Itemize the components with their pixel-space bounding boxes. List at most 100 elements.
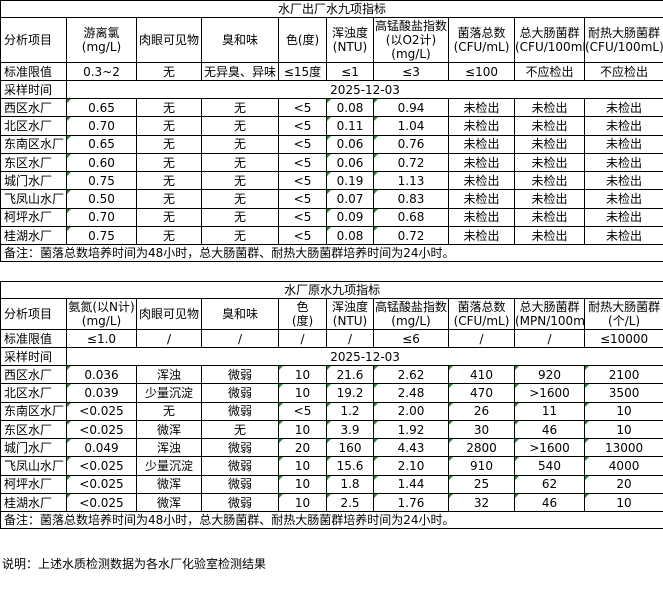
value-cell: 0.09 <box>326 207 374 228</box>
value-cell: 470 <box>448 383 515 403</box>
value-cell: 540 <box>514 456 585 476</box>
standard-cell: 无 <box>136 62 202 81</box>
sample-time-label: 采样时间 <box>0 347 67 366</box>
value-cell: 无 <box>136 116 202 136</box>
standard-cell: 0.3~2 <box>66 62 137 81</box>
value-cell: 20 <box>583 474 663 495</box>
finished-water-table: 水厂出厂水九项指标 分析项目 游离氯 (mg/L) 肉眼可见物 臭和味 色(度) 浑浊度 (… <box>0 0 663 263</box>
value-cell: 1.13 <box>373 171 449 191</box>
table-row: 东区水厂 <0.025 微浑无 10 3.9 1.92 30 46 10 <box>0 419 663 440</box>
value-cell: 1.92 <box>373 419 449 440</box>
value-cell: <5 <box>278 189 327 209</box>
value-cell: 浑浊 <box>136 438 202 458</box>
value-cell: 920 <box>514 364 585 385</box>
value-cell: 1.2 <box>326 401 374 421</box>
value-cell: <0.025 <box>66 456 137 476</box>
value-cell: 26 <box>448 401 515 421</box>
value-cell: 微浑 <box>136 493 202 513</box>
value-cell: 无 <box>136 189 202 209</box>
value-cell: <5 <box>278 401 327 421</box>
value-cell: 0.039 <box>66 383 137 403</box>
value-cell: 410 <box>448 364 515 385</box>
table-row: 飞凤山水厂 0.50 无无 <5 0.07 0.83 未检出 未检出 未检出 <box>0 189 663 209</box>
value-cell: 910 <box>448 456 515 476</box>
standard-cell: / <box>136 329 202 348</box>
value-cell: 2.62 <box>373 364 449 385</box>
value-cell: 160 <box>326 438 374 458</box>
value-cell: >1600 <box>514 438 585 458</box>
value-cell: 0.70 <box>66 207 137 228</box>
value-cell: 微弱 <box>201 438 279 458</box>
value-cell: 少量沉淀 <box>136 383 202 403</box>
value-cell: 0.11 <box>326 116 374 136</box>
plant-name: 北区水厂 <box>0 383 67 403</box>
value-cell: 0.07 <box>326 189 374 209</box>
value-cell: 2100 <box>583 364 663 385</box>
column-header: 总大肠菌群 (MPN/100mL) <box>514 298 585 330</box>
column-header: 氨氮(以N计) (mg/L) <box>66 298 137 330</box>
value-cell: 0.08 <box>326 226 374 246</box>
value-cell: 无 <box>136 134 202 154</box>
value-cell: 未检出 <box>583 116 663 136</box>
value-cell: 21.6 <box>326 364 374 385</box>
value-cell: 微弱 <box>201 474 279 495</box>
value-cell: 未检出 <box>448 207 515 228</box>
value-cell: 未检出 <box>448 97 515 118</box>
value-cell: <5 <box>278 152 327 173</box>
column-header: 菌落总数 (CFU/mL) <box>448 298 515 330</box>
standard-cell: / <box>201 329 279 348</box>
value-cell: <0.025 <box>66 419 137 440</box>
plant-name: 柯坪水厂 <box>0 207 67 228</box>
value-cell: 0.65 <box>66 97 137 118</box>
value-cell: 无 <box>136 401 202 421</box>
table-row: 桂湖水厂 0.75 无无 <5 0.08 0.72 未检出 未检出 未检出 <box>0 226 663 246</box>
value-cell: 1.76 <box>373 493 449 513</box>
plant-name: 城门水厂 <box>0 171 67 191</box>
value-cell: 无 <box>136 152 202 173</box>
value-cell: 未检出 <box>583 134 663 154</box>
value-cell: 未检出 <box>583 171 663 191</box>
value-cell: 4.43 <box>373 438 449 458</box>
value-cell: <5 <box>278 171 327 191</box>
value-cell: 少量沉淀 <box>136 456 202 476</box>
value-cell: 1.44 <box>373 474 449 495</box>
value-cell: 10 <box>278 383 327 403</box>
standard-cell: ≤100 <box>448 62 515 81</box>
plant-name: 东南区水厂 <box>0 401 67 421</box>
value-cell: 无 <box>136 207 202 228</box>
value-cell: 未检出 <box>583 207 663 228</box>
column-header: 分析项目 <box>0 298 67 330</box>
value-cell: 2800 <box>448 438 515 458</box>
value-cell: 0.75 <box>66 226 137 246</box>
value-cell: 微弱 <box>201 401 279 421</box>
value-cell: <5 <box>278 226 327 246</box>
value-cell: 10 <box>278 419 327 440</box>
column-header: 菌落总数 (CFU/mL) <box>448 17 515 63</box>
value-cell: 10 <box>583 493 663 513</box>
table-row: 柯坪水厂 0.70 无无 <5 0.09 0.68 未检出 未检出 未检出 <box>0 207 663 228</box>
value-cell: 未检出 <box>448 189 515 209</box>
value-cell: 0.94 <box>373 97 449 118</box>
plant-name: 西区水厂 <box>0 364 67 385</box>
value-cell: 微弱 <box>201 493 279 513</box>
value-cell: <5 <box>278 134 327 154</box>
table-row: 柯坪水厂 <0.025 微浑 微弱 10 1.8 1.44 25 62 20 <box>0 474 663 495</box>
table-row: 东南区水厂 <0.025 无微弱 <5 1.2 2.00 26 11 10 <box>0 401 663 421</box>
value-cell: 微浑 <box>136 474 202 495</box>
column-header: 高锰酸盐指数 (以O2计) (mg/L) <box>373 17 449 63</box>
value-cell: 未检出 <box>583 189 663 209</box>
value-cell: 2.10 <box>373 456 449 476</box>
value-cell: 0.72 <box>373 152 449 173</box>
value-cell: 3500 <box>583 383 663 403</box>
value-cell: 0.75 <box>66 171 137 191</box>
value-cell: 未检出 <box>583 226 663 246</box>
standard-cell: ≤1 <box>326 62 374 81</box>
column-header: 高锰酸盐指数 (mg/L) <box>373 298 449 330</box>
value-cell: 微弱 <box>201 383 279 403</box>
plant-name: 飞凤山水厂 <box>0 189 67 209</box>
value-cell: 0.049 <box>66 438 137 458</box>
value-cell: 32 <box>448 493 515 513</box>
standard-cell: 标准限值 <box>0 62 67 81</box>
standard-cell: / <box>448 329 515 348</box>
value-cell: 0.50 <box>66 189 137 209</box>
